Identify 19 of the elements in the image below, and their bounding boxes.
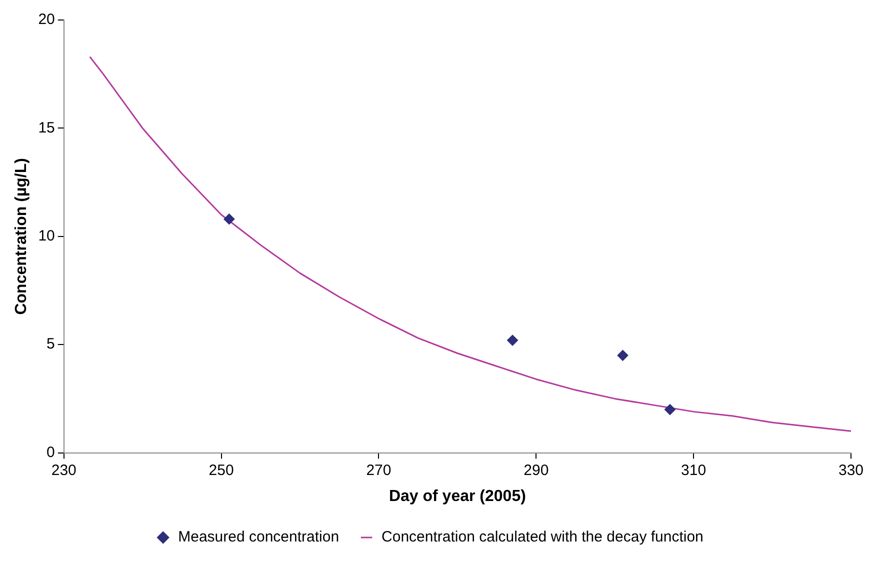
- x-tick-label: 250: [208, 462, 234, 479]
- point: [617, 350, 628, 361]
- legend-label: Concentration calculated with the decay function: [382, 528, 704, 546]
- y-tick-label: 10: [38, 228, 55, 245]
- point: [664, 404, 676, 416]
- x-tick-label: 310: [681, 462, 706, 479]
- x-tick-label: 330: [838, 462, 864, 479]
- x-tick-label: 290: [524, 462, 549, 479]
- y-tick-label: 0: [46, 444, 55, 461]
- x-tick-label: 230: [51, 462, 76, 479]
- y-axis-title: Concentration (µg/L): [13, 158, 30, 315]
- x-axis-title: Day of year (2005): [388, 488, 526, 505]
- y-tick-label: 5: [46, 336, 55, 353]
- legend-label: Measured concentration: [178, 528, 340, 546]
- x-tick-label: 270: [366, 462, 392, 479]
- y-tick-label: 15: [38, 119, 55, 136]
- point: [507, 334, 518, 346]
- point: [224, 214, 235, 225]
- y-tick-label: 20: [38, 11, 55, 28]
